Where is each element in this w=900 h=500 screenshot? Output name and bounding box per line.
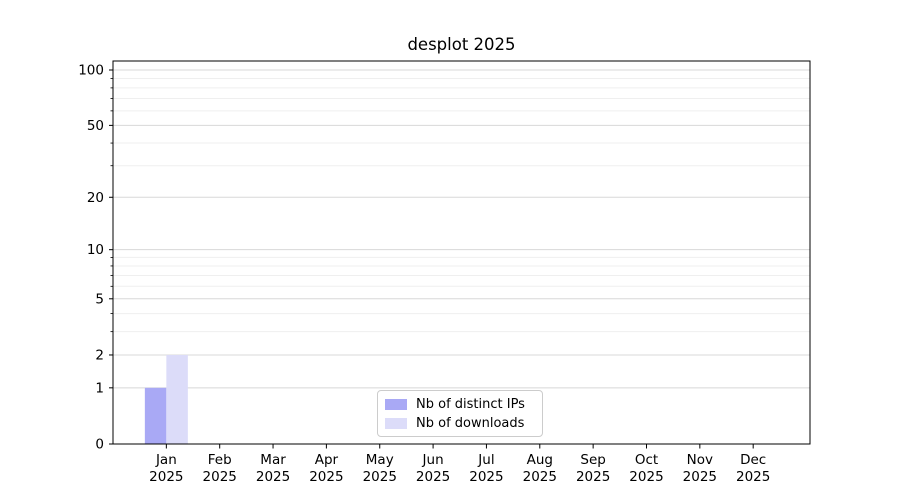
x-tick-label-year: 2025 — [629, 469, 663, 485]
chart-title: desplot 2025 — [407, 35, 516, 54]
legend-label: Nb of distinct IPs — [416, 396, 525, 412]
x-tick-label-month: Jan — [155, 452, 177, 468]
x-tick-label-year: 2025 — [309, 469, 343, 485]
y-tick-label: 2 — [95, 347, 104, 363]
x-tick-label-month: Dec — [740, 452, 766, 468]
x-tick-label-year: 2025 — [363, 469, 397, 485]
x-tick-label-month: Mar — [260, 452, 286, 468]
axes-spines — [112, 60, 811, 445]
x-tick-label-month: Apr — [315, 452, 339, 468]
x-tick-label-year: 2025 — [469, 469, 503, 485]
x-tick-label-month: Nov — [687, 452, 713, 468]
legend-swatch — [385, 398, 407, 410]
bar — [166, 354, 188, 444]
x-tick-label-month: Feb — [208, 452, 232, 468]
legend-item: Nb of distinct IPs — [385, 397, 542, 412]
x-tick-label-month: Jul — [477, 452, 494, 468]
x-tick-label-year: 2025 — [683, 469, 717, 485]
legend-label: Nb of downloads — [416, 415, 525, 431]
y-tick-label: 100 — [78, 63, 104, 79]
x-tick-label-year: 2025 — [149, 469, 183, 485]
x-tick-label-year: 2025 — [576, 469, 610, 485]
x-tick-label-year: 2025 — [523, 469, 557, 485]
x-tick-label-month: Aug — [527, 452, 553, 468]
y-tick-label: 1 — [95, 380, 104, 396]
x-tick-label-month: Jun — [422, 452, 444, 468]
y-tick-label: 10 — [87, 242, 104, 258]
x-tick-label-year: 2025 — [203, 469, 237, 485]
legend-item: Nb of downloads — [385, 416, 542, 431]
y-tick-label: 0 — [95, 437, 104, 453]
x-tick-label-year: 2025 — [416, 469, 450, 485]
x-tick-label-month: May — [366, 452, 394, 468]
x-tick-label-month: Oct — [635, 452, 658, 468]
y-tick-label: 20 — [87, 190, 104, 206]
y-tick-label: 5 — [95, 291, 104, 307]
x-tick-label-month: Sep — [580, 452, 605, 468]
x-tick-label-year: 2025 — [256, 469, 290, 485]
legend: Nb of distinct IPs Nb of downloads — [377, 390, 543, 437]
legend-swatch — [385, 417, 407, 429]
x-tick-label-year: 2025 — [736, 469, 770, 485]
bar — [144, 387, 167, 444]
y-tick-label: 50 — [87, 118, 104, 134]
